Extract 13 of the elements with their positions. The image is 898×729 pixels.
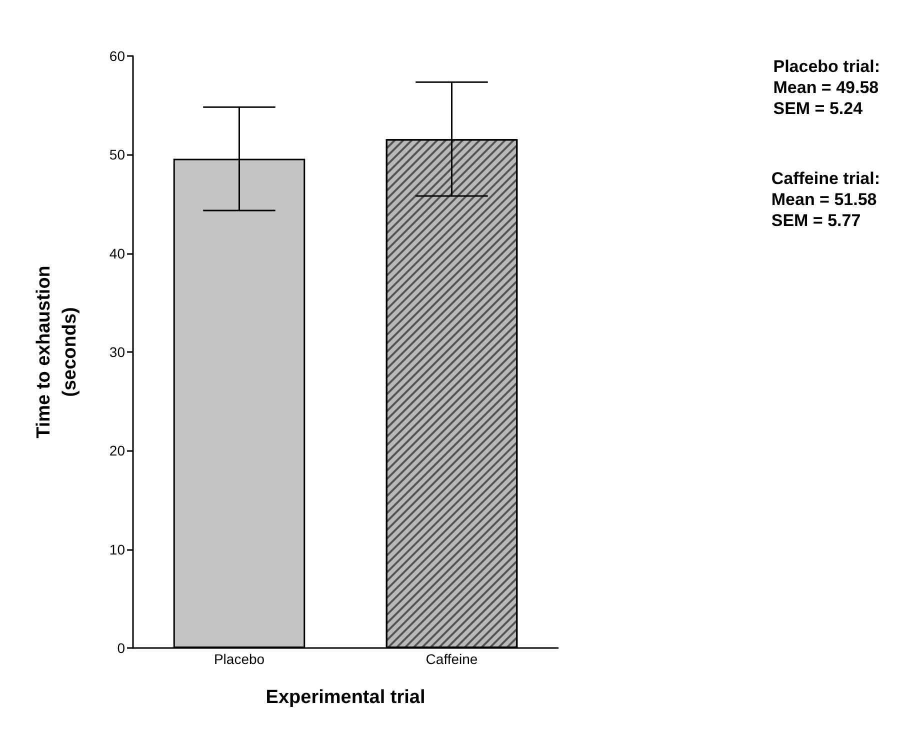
y-tick-label: 20 [109, 442, 126, 459]
y-axis-title: Time to exhaustion (seconds) [34, 266, 80, 438]
y-tick-label: 60 [109, 48, 126, 64]
y-tick-label: 30 [109, 344, 126, 360]
x-tick-label: Placebo [214, 651, 265, 667]
text: Caffeine trial: Mean = 51.58 SEM = 5.77 [771, 169, 880, 230]
text: Placebo trial: Mean = 49.58 SEM = 5.24 [773, 57, 880, 118]
y-tick-label: 40 [109, 245, 126, 262]
x-axis-title: Experimental trial [266, 687, 426, 708]
y-tick-label: 50 [109, 146, 126, 163]
y-tick-label: 10 [109, 541, 126, 558]
x-tick-label: Caffeine [426, 651, 478, 667]
y-tick-label: 0 [117, 640, 126, 656]
